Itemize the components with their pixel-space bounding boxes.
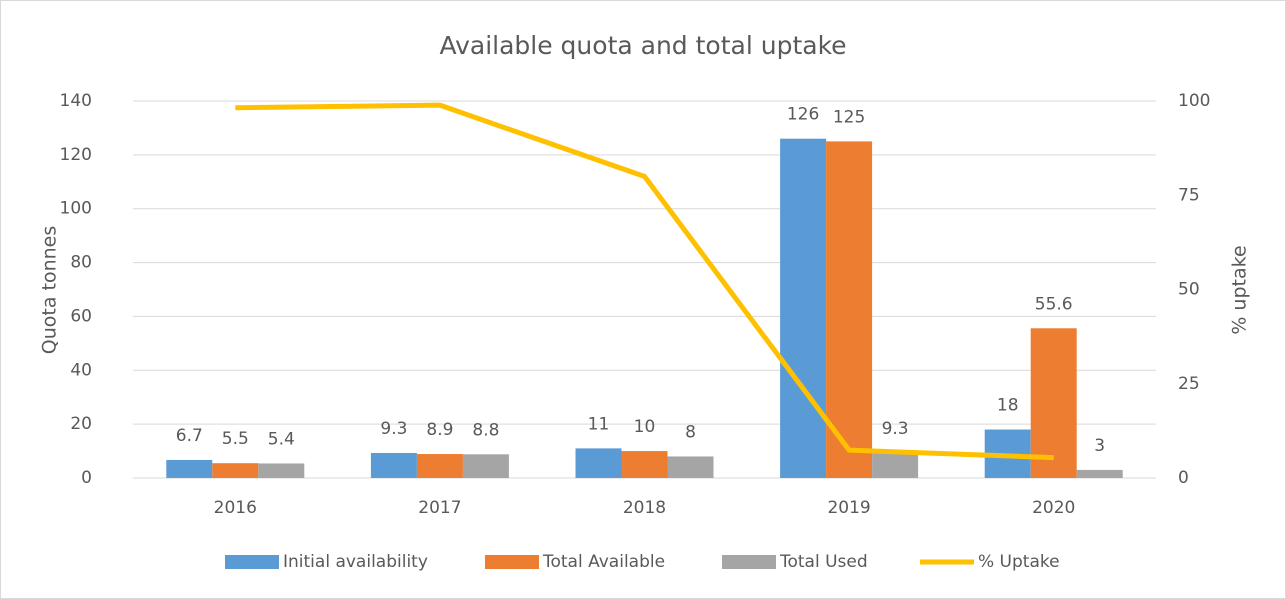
legend-swatch xyxy=(485,555,539,569)
bar xyxy=(1076,469,1123,478)
bar xyxy=(416,454,463,478)
data-label: 8.9 xyxy=(426,420,453,440)
legend-swatch xyxy=(225,555,279,569)
y2-axis-title: % uptake xyxy=(1229,245,1251,334)
data-label: 9.3 xyxy=(882,419,909,439)
data-label: 10 xyxy=(634,417,656,437)
y-tick-label: 80 xyxy=(70,253,92,273)
legend-label: Initial availability xyxy=(283,552,428,572)
y-tick-label: 0 xyxy=(81,468,92,488)
data-label: 8 xyxy=(685,422,696,442)
y-tick-label: 40 xyxy=(70,360,92,380)
y-tick-label: 20 xyxy=(70,414,92,434)
data-label: 5.5 xyxy=(222,429,249,449)
y-tick-label: 120 xyxy=(60,145,92,165)
chart-title: Available quota and total uptake xyxy=(439,31,846,60)
legend-swatch xyxy=(722,555,776,569)
x-tick-label: 2017 xyxy=(418,498,461,518)
bar xyxy=(667,456,714,478)
data-label: 126 xyxy=(787,105,819,125)
bar xyxy=(780,138,827,478)
y2-tick-label: 75 xyxy=(1178,185,1200,205)
y2-tick-label: 100 xyxy=(1178,91,1210,111)
legend-label: Total Used xyxy=(779,552,868,572)
y2-tick-label: 25 xyxy=(1178,374,1200,394)
bar xyxy=(212,463,259,478)
bar xyxy=(258,463,305,478)
y-tick-label: 60 xyxy=(70,306,92,326)
bar xyxy=(621,451,668,478)
bar xyxy=(826,141,873,478)
bar xyxy=(872,452,919,478)
data-label: 11 xyxy=(588,414,610,434)
x-tick-label: 2016 xyxy=(214,498,257,518)
bar xyxy=(1030,328,1077,478)
bar xyxy=(166,459,213,478)
y-axis-title: Quota tonnes xyxy=(39,226,61,355)
x-tick-label: 2018 xyxy=(623,498,666,518)
data-label: 55.6 xyxy=(1035,294,1073,314)
legend-label: Total Available xyxy=(542,552,665,572)
data-label: 8.8 xyxy=(472,420,499,440)
x-tick-label: 2019 xyxy=(827,498,870,518)
y-tick-label: 100 xyxy=(60,199,92,219)
y2-tick-label: 0 xyxy=(1178,468,1189,488)
x-tick-label: 2020 xyxy=(1032,498,1075,518)
bar xyxy=(575,448,622,478)
data-label: 18 xyxy=(997,396,1019,416)
bar xyxy=(462,454,509,478)
y2-tick-label: 50 xyxy=(1178,280,1200,300)
data-label: 9.3 xyxy=(380,419,407,439)
line xyxy=(235,102,1054,461)
bar xyxy=(370,452,417,478)
data-label: 5.4 xyxy=(268,429,295,449)
data-label: 125 xyxy=(833,107,865,127)
legend-label: % Uptake xyxy=(978,552,1060,572)
data-label: 6.7 xyxy=(176,426,203,446)
data-label: 3 xyxy=(1094,436,1105,456)
y-tick-label: 140 xyxy=(60,91,92,111)
